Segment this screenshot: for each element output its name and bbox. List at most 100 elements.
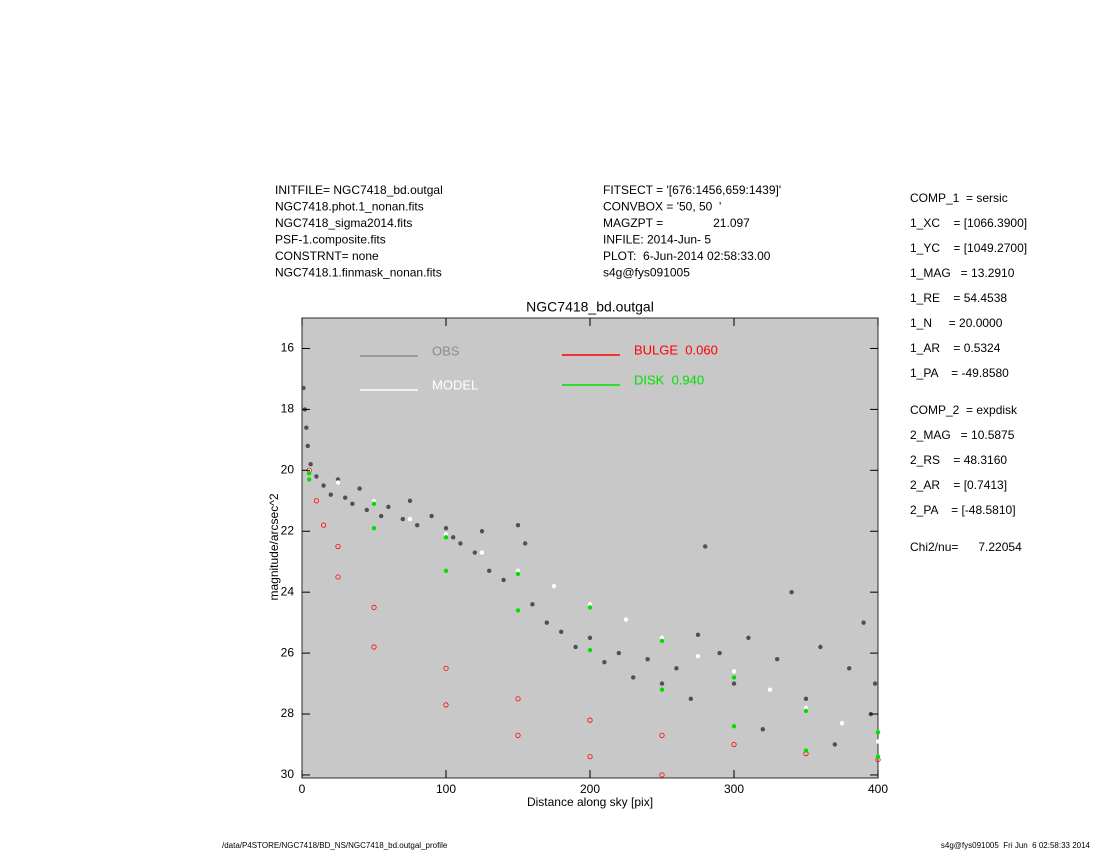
data-point	[767, 687, 773, 692]
info-text: FITSECT = '[676:1456,659:1439]'	[603, 183, 781, 197]
data-point	[357, 486, 362, 491]
data-point	[544, 620, 549, 625]
legend-label: MODEL	[432, 377, 478, 392]
data-point	[328, 492, 333, 497]
data-point	[343, 495, 348, 500]
data-point	[573, 644, 578, 650]
data-point	[364, 507, 369, 513]
data-point	[335, 543, 341, 550]
info-text: PSF-1.composite.fits	[275, 233, 386, 247]
data-point	[559, 629, 564, 634]
data-point	[335, 574, 341, 580]
data-point	[659, 638, 665, 644]
data-point	[587, 602, 593, 607]
x-tick-label: 200	[580, 782, 600, 796]
data-point	[443, 535, 449, 540]
y-tick-label: 24	[281, 584, 295, 598]
data-point	[659, 732, 665, 738]
data-point	[320, 522, 327, 528]
y-tick-label: 16	[281, 341, 295, 355]
data-point	[443, 702, 449, 708]
data-point	[731, 724, 737, 729]
data-point	[407, 516, 413, 522]
y-tick-label: 22	[281, 523, 295, 537]
data-point	[803, 708, 809, 714]
data-point	[587, 635, 593, 641]
info-text: CONVBOX = '50, 50 '	[603, 200, 721, 214]
chart-title: NGC7418_bd.outgal	[526, 299, 654, 315]
data-point	[587, 605, 593, 610]
fit-parameter: 1_XC = [1066.3900]	[910, 216, 1027, 230]
info-text: PLOT: 6-Jun-2014 02:58:33.00	[603, 249, 771, 263]
fit-parameter: Chi2/nu= 7.22054	[910, 540, 1022, 554]
data-point	[371, 604, 377, 611]
data-point	[386, 504, 391, 510]
info-text: NGC7418_sigma2014.fits	[275, 216, 412, 230]
footer-right: s4g@fys091005 Fri Jun 6 02:58:33 2014	[941, 841, 1091, 850]
data-point	[371, 525, 377, 531]
data-point	[839, 720, 845, 726]
data-point	[803, 696, 809, 701]
y-tick-label: 28	[281, 706, 295, 720]
data-point	[631, 675, 636, 680]
data-point	[443, 665, 449, 671]
data-point	[523, 541, 528, 546]
info-text: NGC7418.1.finmask_nonan.fits	[275, 266, 442, 280]
data-point	[875, 739, 881, 744]
data-point	[861, 620, 866, 625]
data-point	[487, 568, 492, 574]
data-point	[872, 681, 878, 686]
data-point	[587, 717, 593, 723]
data-point	[731, 681, 737, 686]
data-point	[847, 666, 852, 671]
x-tick-label: 100	[436, 782, 456, 796]
data-point	[371, 498, 377, 503]
data-point	[703, 544, 708, 549]
data-point	[875, 754, 881, 759]
data-point	[301, 385, 306, 391]
data-point	[305, 443, 310, 449]
data-point	[659, 635, 665, 641]
fit-parameter: 2_RS = 48.3160	[910, 453, 1007, 467]
data-point	[443, 525, 449, 531]
data-point	[429, 513, 434, 519]
info-text: MAGZPT = 21.097	[603, 216, 750, 230]
data-point	[775, 656, 780, 662]
data-point	[307, 471, 312, 476]
data-point	[731, 669, 737, 674]
data-point	[443, 532, 449, 537]
info-text: s4g@fys091005	[603, 266, 690, 280]
info-text: CONSTRNT= none	[275, 249, 379, 263]
data-point	[515, 571, 521, 577]
data-point	[479, 529, 485, 534]
fit-parameter: 1_N = 20.0000	[910, 316, 1003, 330]
info-text: NGC7418.phot.1_nonan.fits	[275, 200, 424, 214]
fit-parameter: COMP_1 = sersic	[910, 191, 1008, 205]
data-point	[717, 650, 722, 656]
legend-label: BULGE 0.060	[634, 342, 718, 357]
data-point	[479, 550, 485, 555]
data-point	[659, 687, 665, 692]
fit-parameter: 2_AR = [0.7413]	[910, 478, 1007, 492]
data-point	[515, 696, 521, 702]
data-point	[314, 474, 319, 479]
data-point	[803, 748, 809, 753]
plot-area	[301, 317, 879, 779]
x-tick-label: 300	[724, 782, 744, 796]
data-point	[659, 681, 665, 686]
data-point	[407, 498, 413, 503]
data-point	[379, 513, 384, 519]
data-point	[760, 727, 765, 732]
data-point	[443, 568, 449, 574]
data-point	[515, 522, 521, 528]
footer-left: /data/P4STORE/NGC7418/BD_NS/NGC7418_bd.o…	[222, 841, 448, 850]
fit-parameter: 1_MAG = 13.2910	[910, 266, 1015, 280]
data-point	[400, 516, 405, 522]
data-point	[645, 656, 650, 662]
fit-parameter: 1_RE = 54.4538	[910, 291, 1007, 305]
data-point	[530, 602, 535, 607]
data-point	[515, 732, 521, 738]
data-point	[415, 522, 420, 528]
data-point	[350, 501, 355, 507]
